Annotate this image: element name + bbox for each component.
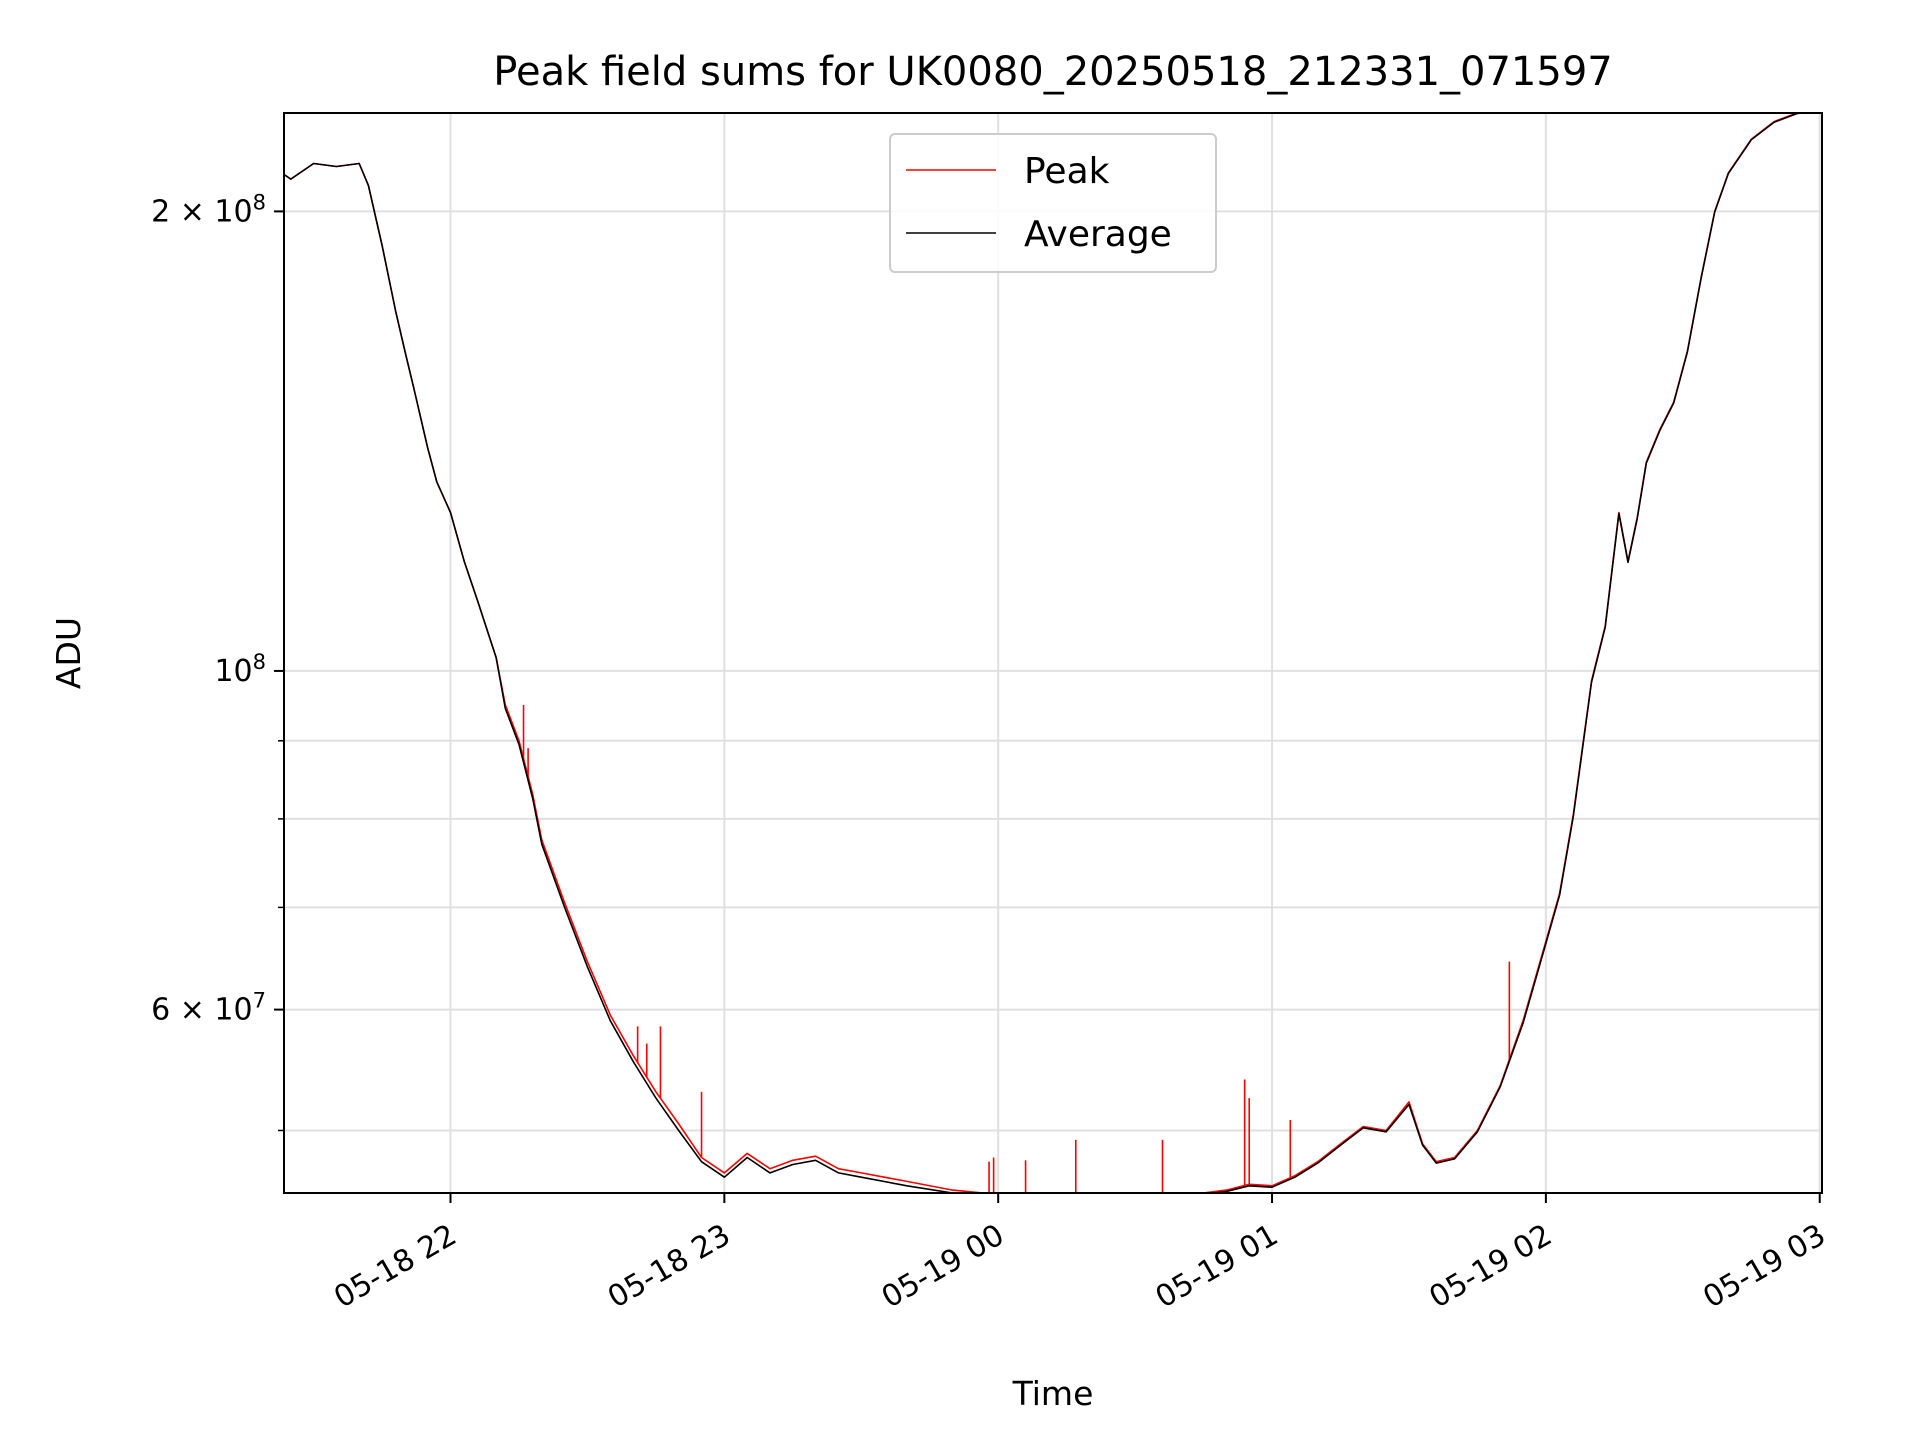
- legend: Peak Average: [889, 133, 1217, 273]
- legend-box: [889, 133, 1217, 273]
- legend-peak-label: Peak: [1024, 151, 1110, 192]
- y-tick-label: 6 × 107: [151, 989, 266, 1028]
- chart-title: Peak field sums for UK0080_20250518_2123…: [493, 49, 1612, 95]
- y-axis-title: ADU: [49, 617, 88, 689]
- legend-average-label: Average: [1024, 214, 1172, 255]
- plot-frame: [283, 112, 1823, 1194]
- y-tick-label: 108: [214, 650, 266, 689]
- x-axis-title: Time: [1012, 1374, 1094, 1413]
- y-axis-ticks: 2 × 108 108 6 × 107: [151, 190, 284, 1132]
- grid-lines: [284, 113, 1822, 1193]
- series-lines: [284, 113, 1808, 1193]
- plot-area-background: [284, 113, 1822, 1193]
- y-tick-label: 2 × 108: [151, 190, 266, 229]
- average-series-line: [284, 113, 1808, 1193]
